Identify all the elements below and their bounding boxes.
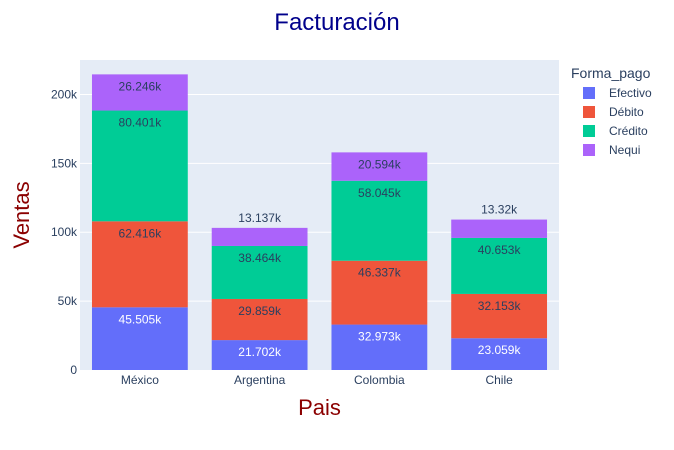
legend-label: Débito <box>609 105 644 119</box>
bar-segment <box>331 180 428 261</box>
legend-label: Crédito <box>609 124 648 138</box>
bar-value-label: 40.653k <box>478 243 522 257</box>
legend-swatch <box>583 106 595 118</box>
chart-title: Facturación <box>274 9 399 36</box>
bar-value-label: 13.137k <box>238 211 282 225</box>
bar-segment <box>331 260 428 325</box>
bar-value-label: 29.859k <box>238 304 282 318</box>
bars <box>91 74 548 370</box>
bar-value-label: 80.401k <box>119 116 163 130</box>
legend-item[interactable]: Crédito <box>583 124 648 138</box>
bar-value-label: 26.246k <box>119 79 163 93</box>
bar-segment <box>91 307 188 370</box>
x-axis-title: Pais <box>298 395 341 420</box>
bar-value-label: 23.059k <box>478 343 522 357</box>
bar-segment <box>451 338 548 370</box>
y-axis-ticks: 0 50k 100k 150k 200k <box>51 87 78 377</box>
bar-segment <box>451 293 548 339</box>
x-tick-label: Chile <box>485 373 513 387</box>
bar-value-label: 21.702k <box>238 345 282 359</box>
legend: Forma_pago Efectivo Débito Crédito Nequi <box>571 65 652 157</box>
bar-segment <box>211 227 308 246</box>
legend-swatch <box>583 125 595 137</box>
bar-value-label: 32.973k <box>358 330 402 344</box>
legend-item[interactable]: Nequi <box>583 143 640 157</box>
bar-value-label: 38.464k <box>238 251 282 265</box>
x-tick-label: Argentina <box>234 373 286 387</box>
bar-value-label: 13.32k <box>481 203 518 217</box>
x-tick-label: Colombia <box>354 373 405 387</box>
legend-label: Efectivo <box>609 86 652 100</box>
legend-swatch <box>583 87 595 99</box>
bar-value-label: 46.337k <box>358 266 402 280</box>
bar-segment <box>331 152 428 181</box>
bar-segment <box>211 298 308 341</box>
bar-segment <box>451 219 548 238</box>
bar-value-label: 58.045k <box>358 186 402 200</box>
legend-swatch <box>583 144 595 156</box>
y-tick-label: 100k <box>51 225 78 239</box>
legend-title: Forma_pago <box>571 65 651 81</box>
bar-value-label: 32.153k <box>478 299 522 313</box>
bar-segment <box>91 110 188 222</box>
y-tick-label: 0 <box>70 363 77 377</box>
bar-segment <box>451 237 548 294</box>
y-tick-label: 50k <box>58 294 78 308</box>
legend-item[interactable]: Débito <box>583 105 644 119</box>
x-tick-label: México <box>121 373 159 387</box>
bar-segment <box>211 245 308 299</box>
bar-value-label: 20.594k <box>358 157 402 171</box>
bar-segment <box>91 74 188 111</box>
legend-label: Nequi <box>609 143 640 157</box>
x-axis-ticks: México Argentina Colombia Chile <box>121 373 513 387</box>
bar-value-label: 62.416k <box>119 226 163 240</box>
y-tick-label: 200k <box>51 87 78 101</box>
bar-segment <box>331 324 428 370</box>
bar-segment <box>211 340 308 370</box>
bar-value-label: 45.505k <box>119 312 163 326</box>
bar-labels: 45.505k 62.416k 80.401k 26.246k 21.702k 29.85… <box>119 79 522 359</box>
y-axis-title: Ventas <box>9 181 34 248</box>
bar-segment <box>91 221 188 308</box>
legend-item[interactable]: Efectivo <box>583 86 652 100</box>
y-tick-label: 150k <box>51 156 78 170</box>
